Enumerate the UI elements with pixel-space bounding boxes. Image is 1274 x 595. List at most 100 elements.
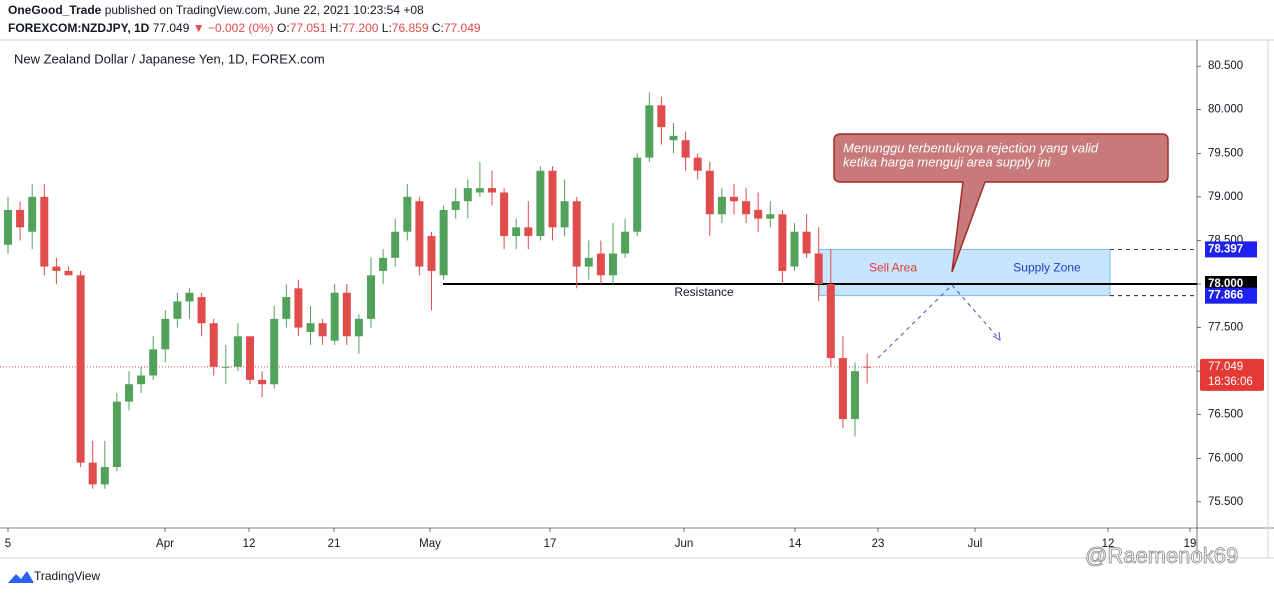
candle-body	[536, 170, 545, 237]
logo: TradingView	[8, 569, 100, 583]
candle-body	[633, 157, 642, 232]
candle-body	[64, 270, 73, 276]
candle-body	[451, 201, 460, 210]
candle-body	[475, 188, 484, 193]
candle-body	[693, 157, 702, 171]
x-tick-label: 12	[1102, 538, 1115, 550]
y-tick-label: 80.500	[1208, 60, 1243, 72]
candle-body	[814, 253, 823, 284]
candle-body	[282, 297, 291, 319]
candle-body	[270, 318, 279, 385]
x-tick-label: Apr	[156, 538, 174, 550]
candle-body	[318, 323, 327, 337]
ohlc-value: 76.859	[392, 21, 429, 35]
candle-body	[524, 227, 533, 237]
candle-body	[354, 318, 363, 337]
callout-text: Menunggu terbentuknya rejection yang val…	[843, 140, 1099, 155]
plot	[0, 92, 1197, 489]
candle-body	[609, 253, 617, 276]
candle-body	[657, 105, 666, 128]
candle-body	[100, 467, 109, 485]
candle-body	[294, 288, 303, 328]
candle-body	[197, 297, 206, 324]
candle-body	[125, 384, 133, 402]
candle-body	[596, 253, 605, 276]
x-tick-label: 21	[328, 538, 341, 550]
candle-body	[28, 196, 37, 232]
projection-arrow	[992, 331, 1001, 341]
candle-body	[415, 201, 424, 267]
candle-body	[427, 236, 436, 271]
x-tick-label: 14	[789, 538, 802, 550]
candle-body	[838, 358, 847, 420]
y-tick-label: 77.500	[1208, 322, 1243, 334]
last: 77.049	[153, 21, 190, 35]
x-tick-label: 17	[544, 538, 557, 550]
candle-body	[16, 209, 25, 228]
candle-body	[584, 257, 593, 267]
x-tick-label: 23	[872, 538, 885, 550]
ohlc-key: H:	[330, 21, 342, 35]
candle-body	[790, 231, 799, 267]
candle-body	[149, 349, 158, 376]
candle-body	[681, 140, 690, 158]
y-tick-label: 79.500	[1208, 147, 1243, 159]
resistance-label: Resistance	[674, 285, 734, 299]
x-tick-label: May	[419, 538, 441, 550]
candle-body	[88, 462, 97, 485]
candle-body	[560, 201, 569, 228]
y-tick-label: 80.000	[1208, 104, 1243, 116]
chart-title: New Zealand Dollar / Japanese Yen, 1D, F…	[14, 51, 325, 66]
branding: TradingView	[34, 569, 100, 583]
last-price-box	[1200, 358, 1264, 391]
candle-body	[52, 266, 61, 271]
header-line: OneGood_Trade published on TradingView.c…	[8, 3, 424, 17]
candle-body	[488, 188, 496, 193]
candle-body	[730, 196, 738, 202]
y-tick-label: 79.000	[1208, 191, 1243, 203]
candle-body	[173, 301, 182, 319]
candle-body	[826, 284, 835, 359]
candle-body	[403, 196, 412, 232]
ohlc-value: 77.051	[290, 21, 327, 35]
published: published on TradingView.com, June 22, 2…	[105, 3, 424, 17]
candle-body	[112, 401, 121, 467]
candle-body	[40, 196, 49, 267]
candle-body	[766, 214, 775, 219]
logo-icon	[8, 571, 34, 583]
level-label: 77.866	[1208, 290, 1243, 302]
candle-body	[161, 318, 170, 350]
ohlc-value: 77.049	[444, 21, 481, 35]
candle-body	[500, 192, 509, 237]
candle-body	[802, 231, 811, 254]
y-tick-label: 76.000	[1208, 452, 1243, 464]
candle-body	[258, 379, 267, 385]
level-label: 78.397	[1208, 243, 1243, 255]
candle-body	[233, 336, 242, 367]
x-tick-label: 19	[1184, 538, 1197, 550]
zone-right-label: Supply Zone	[1013, 261, 1081, 275]
candle-body	[391, 231, 400, 258]
last-price-label: 77.049	[1208, 361, 1243, 373]
ohlc-key: C:	[432, 21, 444, 35]
candle-body	[221, 366, 230, 368]
candle-body	[246, 336, 254, 380]
candle-body	[778, 214, 787, 271]
candle-body	[367, 275, 375, 319]
candle-body	[4, 209, 12, 245]
ohlc-key: O:	[277, 21, 290, 35]
level-label: 78.000	[1208, 278, 1243, 290]
watermark: @Raemenok69	[1085, 543, 1238, 568]
candle-body	[185, 292, 194, 302]
symbol-line: FOREXCOM:NZDJPY, 1D 77.049 ▼ −0.002 (0%)…	[8, 21, 481, 35]
y-tick-label: 75.500	[1208, 496, 1243, 508]
x-tick-label: Jul	[968, 538, 983, 550]
x-tick-label: Jun	[675, 538, 694, 550]
candle-body	[342, 292, 351, 337]
candle-body	[548, 170, 557, 228]
candle-body	[137, 375, 146, 385]
candle-body	[512, 227, 521, 237]
callout-box	[833, 133, 1169, 273]
candle-body	[330, 292, 339, 341]
